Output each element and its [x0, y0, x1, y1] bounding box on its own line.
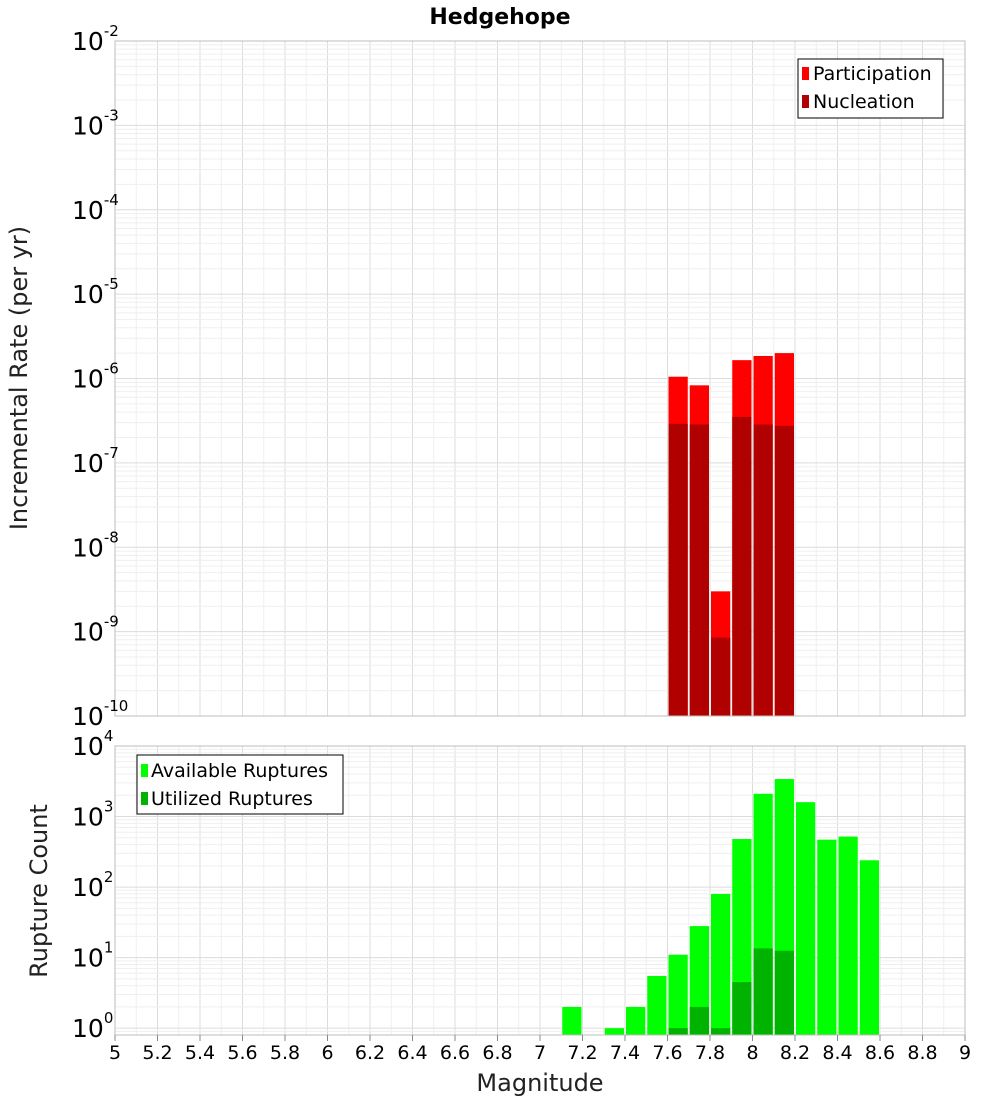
y-tick-label: 10-10	[72, 697, 128, 731]
y-tick-label: 10-7	[72, 444, 119, 478]
utilized-ruptures-bar	[732, 982, 752, 1035]
y-tick-label: 10-4	[72, 191, 119, 225]
top-panel-bars	[668, 353, 794, 716]
legend-participation-label: Participation	[813, 63, 932, 85]
top-legend: Participation Nucleation	[797, 58, 944, 119]
bottom-panel-bars	[562, 779, 879, 1035]
bottom-y-tick-labels: 100 101 102 103 104	[72, 727, 113, 1043]
y-tick-label: 10-6	[72, 360, 119, 394]
x-tick-label: 6.4	[397, 1042, 427, 1064]
nucleation-bar	[711, 637, 731, 716]
x-tick-label: 8.2	[780, 1042, 810, 1064]
y-tick-label: 10-5	[72, 275, 119, 309]
nucleation-bar	[732, 416, 752, 716]
available-ruptures-bar	[711, 893, 731, 1035]
x-tick-label: 5.4	[185, 1042, 215, 1064]
x-tick-label: 7.8	[695, 1042, 725, 1064]
x-tick-label: 5	[109, 1042, 121, 1064]
available-ruptures-bar	[859, 860, 879, 1035]
x-tick-label: 6.8	[482, 1042, 512, 1064]
legend-utilized-label: Utilized Ruptures	[151, 788, 313, 810]
nucleation-bar	[668, 423, 688, 716]
utilized-ruptures-bar	[753, 948, 773, 1035]
legend-utilized-swatch	[141, 792, 148, 805]
x-tick-label: 7.4	[610, 1042, 640, 1064]
x-axis-label: Magnitude	[476, 1069, 603, 1097]
y-tick-label: 103	[72, 798, 113, 832]
legend-participation-swatch	[802, 67, 809, 80]
chart-title: Hedgehope	[429, 5, 570, 30]
nucleation-bar	[689, 424, 709, 716]
x-tick-label: 6.6	[440, 1042, 470, 1064]
legend-available-label: Available Ruptures	[151, 760, 328, 782]
available-ruptures-bar	[838, 836, 858, 1035]
available-ruptures-bar	[647, 975, 667, 1035]
available-ruptures-bar	[626, 1006, 646, 1035]
legend-available-swatch	[141, 764, 148, 777]
legend-nucleation-label: Nucleation	[813, 91, 915, 113]
y-tick-label: 10-8	[72, 528, 119, 562]
x-tick-label: 6.2	[355, 1042, 385, 1064]
available-ruptures-bar	[817, 839, 837, 1035]
utilized-ruptures-bar	[689, 1006, 709, 1035]
x-tick-label: 5.8	[270, 1042, 300, 1064]
bottom-y-axis-label: Rupture Count	[25, 804, 53, 978]
available-ruptures-bar	[796, 802, 816, 1035]
x-tick-label: 5.2	[142, 1042, 172, 1064]
y-tick-label: 102	[72, 868, 113, 902]
nucleation-bar	[753, 424, 773, 716]
utilized-ruptures-bar	[668, 1028, 688, 1035]
available-ruptures-bar	[562, 1006, 582, 1035]
available-ruptures-bar	[668, 954, 688, 1035]
utilized-ruptures-bar	[774, 950, 794, 1035]
top-y-axis-label: Incremental Rate (per yr)	[5, 226, 33, 530]
x-tick-label: 9	[959, 1042, 971, 1064]
bottom-legend: Available Ruptures Utilized Ruptures	[136, 754, 344, 815]
top-panel-grid	[114, 40, 966, 717]
top-legend-box	[797, 58, 944, 119]
x-tick-label: 7	[534, 1042, 546, 1064]
x-tick-label: 8	[746, 1042, 758, 1064]
x-tick-label: 8.4	[822, 1042, 852, 1064]
x-tick-label: 8.8	[907, 1042, 937, 1064]
available-ruptures-bar	[604, 1028, 624, 1035]
y-tick-label: 10-9	[72, 613, 119, 647]
legend-nucleation-swatch	[802, 95, 809, 108]
utilized-ruptures-bar	[711, 1028, 731, 1035]
x-tick-label: 6	[321, 1042, 333, 1064]
bottom-legend-box	[136, 754, 344, 815]
y-tick-label: 101	[72, 939, 113, 973]
y-tick-label: 104	[72, 727, 113, 761]
x-tick-label: 8.6	[865, 1042, 895, 1064]
top-plot-frame	[114, 40, 966, 717]
x-tick-label: 7.6	[652, 1042, 682, 1064]
y-tick-label: 100	[72, 1009, 113, 1043]
bottom-x-tick-labels: 5 5.2 5.4 5.6 5.8 6 6.2 6.4 6.6 6.8 7 7.2 7.4 7.6 7.8 8…	[109, 1035, 971, 1064]
y-tick-label: 10-2	[72, 22, 119, 56]
x-tick-label: 7.2	[567, 1042, 597, 1064]
nucleation-bar	[774, 425, 794, 716]
top-y-tick-labels: 10-10 10-9 10-8 10-7 10-6 10-5 10-4 10-3 10-2	[72, 22, 128, 731]
x-tick-label: 5.6	[227, 1042, 257, 1064]
y-tick-label: 10-3	[72, 106, 119, 140]
